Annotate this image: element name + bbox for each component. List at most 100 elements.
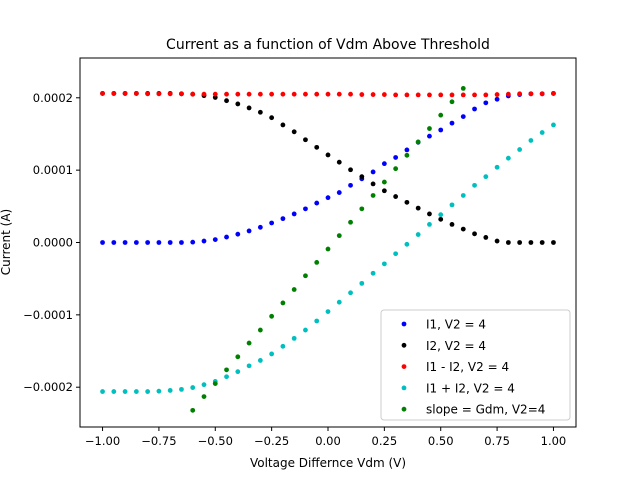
data-point: [528, 138, 534, 143]
data-point: [314, 259, 320, 265]
data-point: [494, 92, 500, 97]
data-point: [472, 231, 477, 237]
data-point: [224, 234, 229, 240]
x-tick-label: −1.00: [85, 434, 120, 448]
data-point: [438, 216, 444, 222]
data-point: [393, 166, 399, 172]
data-point: [224, 367, 229, 373]
data-point: [449, 99, 455, 105]
data-point: [438, 127, 444, 133]
series-layer: [100, 85, 556, 413]
data-point: [133, 91, 139, 96]
data-point: [370, 92, 376, 97]
data-point: [122, 91, 128, 96]
data-point: [224, 91, 229, 97]
data-point: [336, 233, 342, 239]
data-point: [348, 167, 353, 173]
data-point: [280, 216, 286, 222]
data-point: [438, 212, 444, 218]
data-point: [528, 240, 534, 245]
data-point: [257, 327, 263, 333]
data-point: [551, 91, 556, 96]
data-point: [122, 389, 128, 394]
data-point: [381, 161, 387, 167]
data-point: [224, 98, 229, 104]
data-point: [359, 206, 365, 212]
data-point: [291, 91, 297, 97]
legend-label: I2, V2 = 4: [426, 339, 486, 353]
data-point: [505, 240, 511, 245]
data-point: [427, 133, 432, 139]
data-point: [336, 190, 342, 195]
x-tick-label: −0.25: [254, 434, 289, 448]
data-point: [145, 240, 151, 245]
data-point: [325, 195, 331, 201]
data-point: [359, 280, 365, 286]
data-point: [528, 91, 534, 97]
data-point: [393, 155, 399, 160]
data-point: [483, 235, 489, 240]
data-point: [257, 224, 263, 230]
data-point: [370, 193, 376, 198]
data-point: [156, 388, 162, 394]
data-point: [449, 222, 455, 227]
data-point: [190, 239, 196, 245]
data-point: [224, 374, 229, 380]
data-point: [336, 299, 342, 305]
data-point: [427, 222, 432, 227]
data-point: [303, 91, 308, 97]
data-point: [348, 290, 353, 296]
data-point: [235, 101, 241, 107]
data-point: [494, 238, 500, 244]
data-point: [133, 240, 139, 245]
data-point: [505, 155, 511, 161]
x-axis-label: Voltage Differnce Vdm (V): [250, 456, 406, 470]
data-point: [381, 179, 387, 185]
x-tick-label: 0.00: [315, 434, 341, 448]
data-point: [291, 211, 297, 217]
x-tick-label: 0.25: [372, 434, 398, 448]
data-point: [551, 122, 556, 128]
data-point: [100, 240, 105, 245]
data-point: [483, 92, 489, 98]
data-point: [460, 85, 466, 91]
y-axis: −0.0002 −0.0001 0.0000 0.0001 0.0002: [23, 91, 80, 394]
x-tick-label: −0.50: [198, 434, 233, 448]
data-point: [348, 91, 353, 97]
data-point: [246, 363, 252, 369]
legend-marker: [401, 364, 407, 369]
data-point: [280, 343, 286, 349]
data-point: [359, 174, 365, 180]
data-point: [235, 369, 241, 375]
data-point: [314, 144, 320, 150]
data-point: [246, 340, 252, 346]
data-point: [133, 389, 139, 394]
data-point: [381, 261, 387, 267]
data-point: [449, 92, 455, 98]
data-point: [269, 115, 275, 121]
data-point: [539, 91, 545, 97]
data-point: [539, 130, 545, 135]
data-point: [336, 91, 342, 97]
data-point: [167, 240, 173, 245]
data-point: [145, 91, 151, 97]
data-point: [303, 206, 308, 212]
data-point: [179, 386, 184, 392]
data-point: [235, 91, 241, 97]
data-point: [201, 382, 207, 388]
data-point: [539, 240, 545, 245]
data-point: [348, 219, 353, 225]
data-point: [404, 199, 410, 205]
data-point: [246, 105, 252, 111]
data-point: [303, 137, 308, 143]
data-point: [359, 92, 365, 97]
data-point: [212, 91, 218, 97]
data-point: [145, 389, 151, 394]
data-point: [393, 251, 399, 257]
data-point: [235, 354, 241, 360]
data-point: [303, 327, 308, 333]
y-tick-label: 0.0000: [33, 236, 73, 250]
y-tick-label: 0.0001: [33, 163, 73, 177]
data-point: [122, 240, 128, 245]
data-point: [517, 147, 523, 152]
